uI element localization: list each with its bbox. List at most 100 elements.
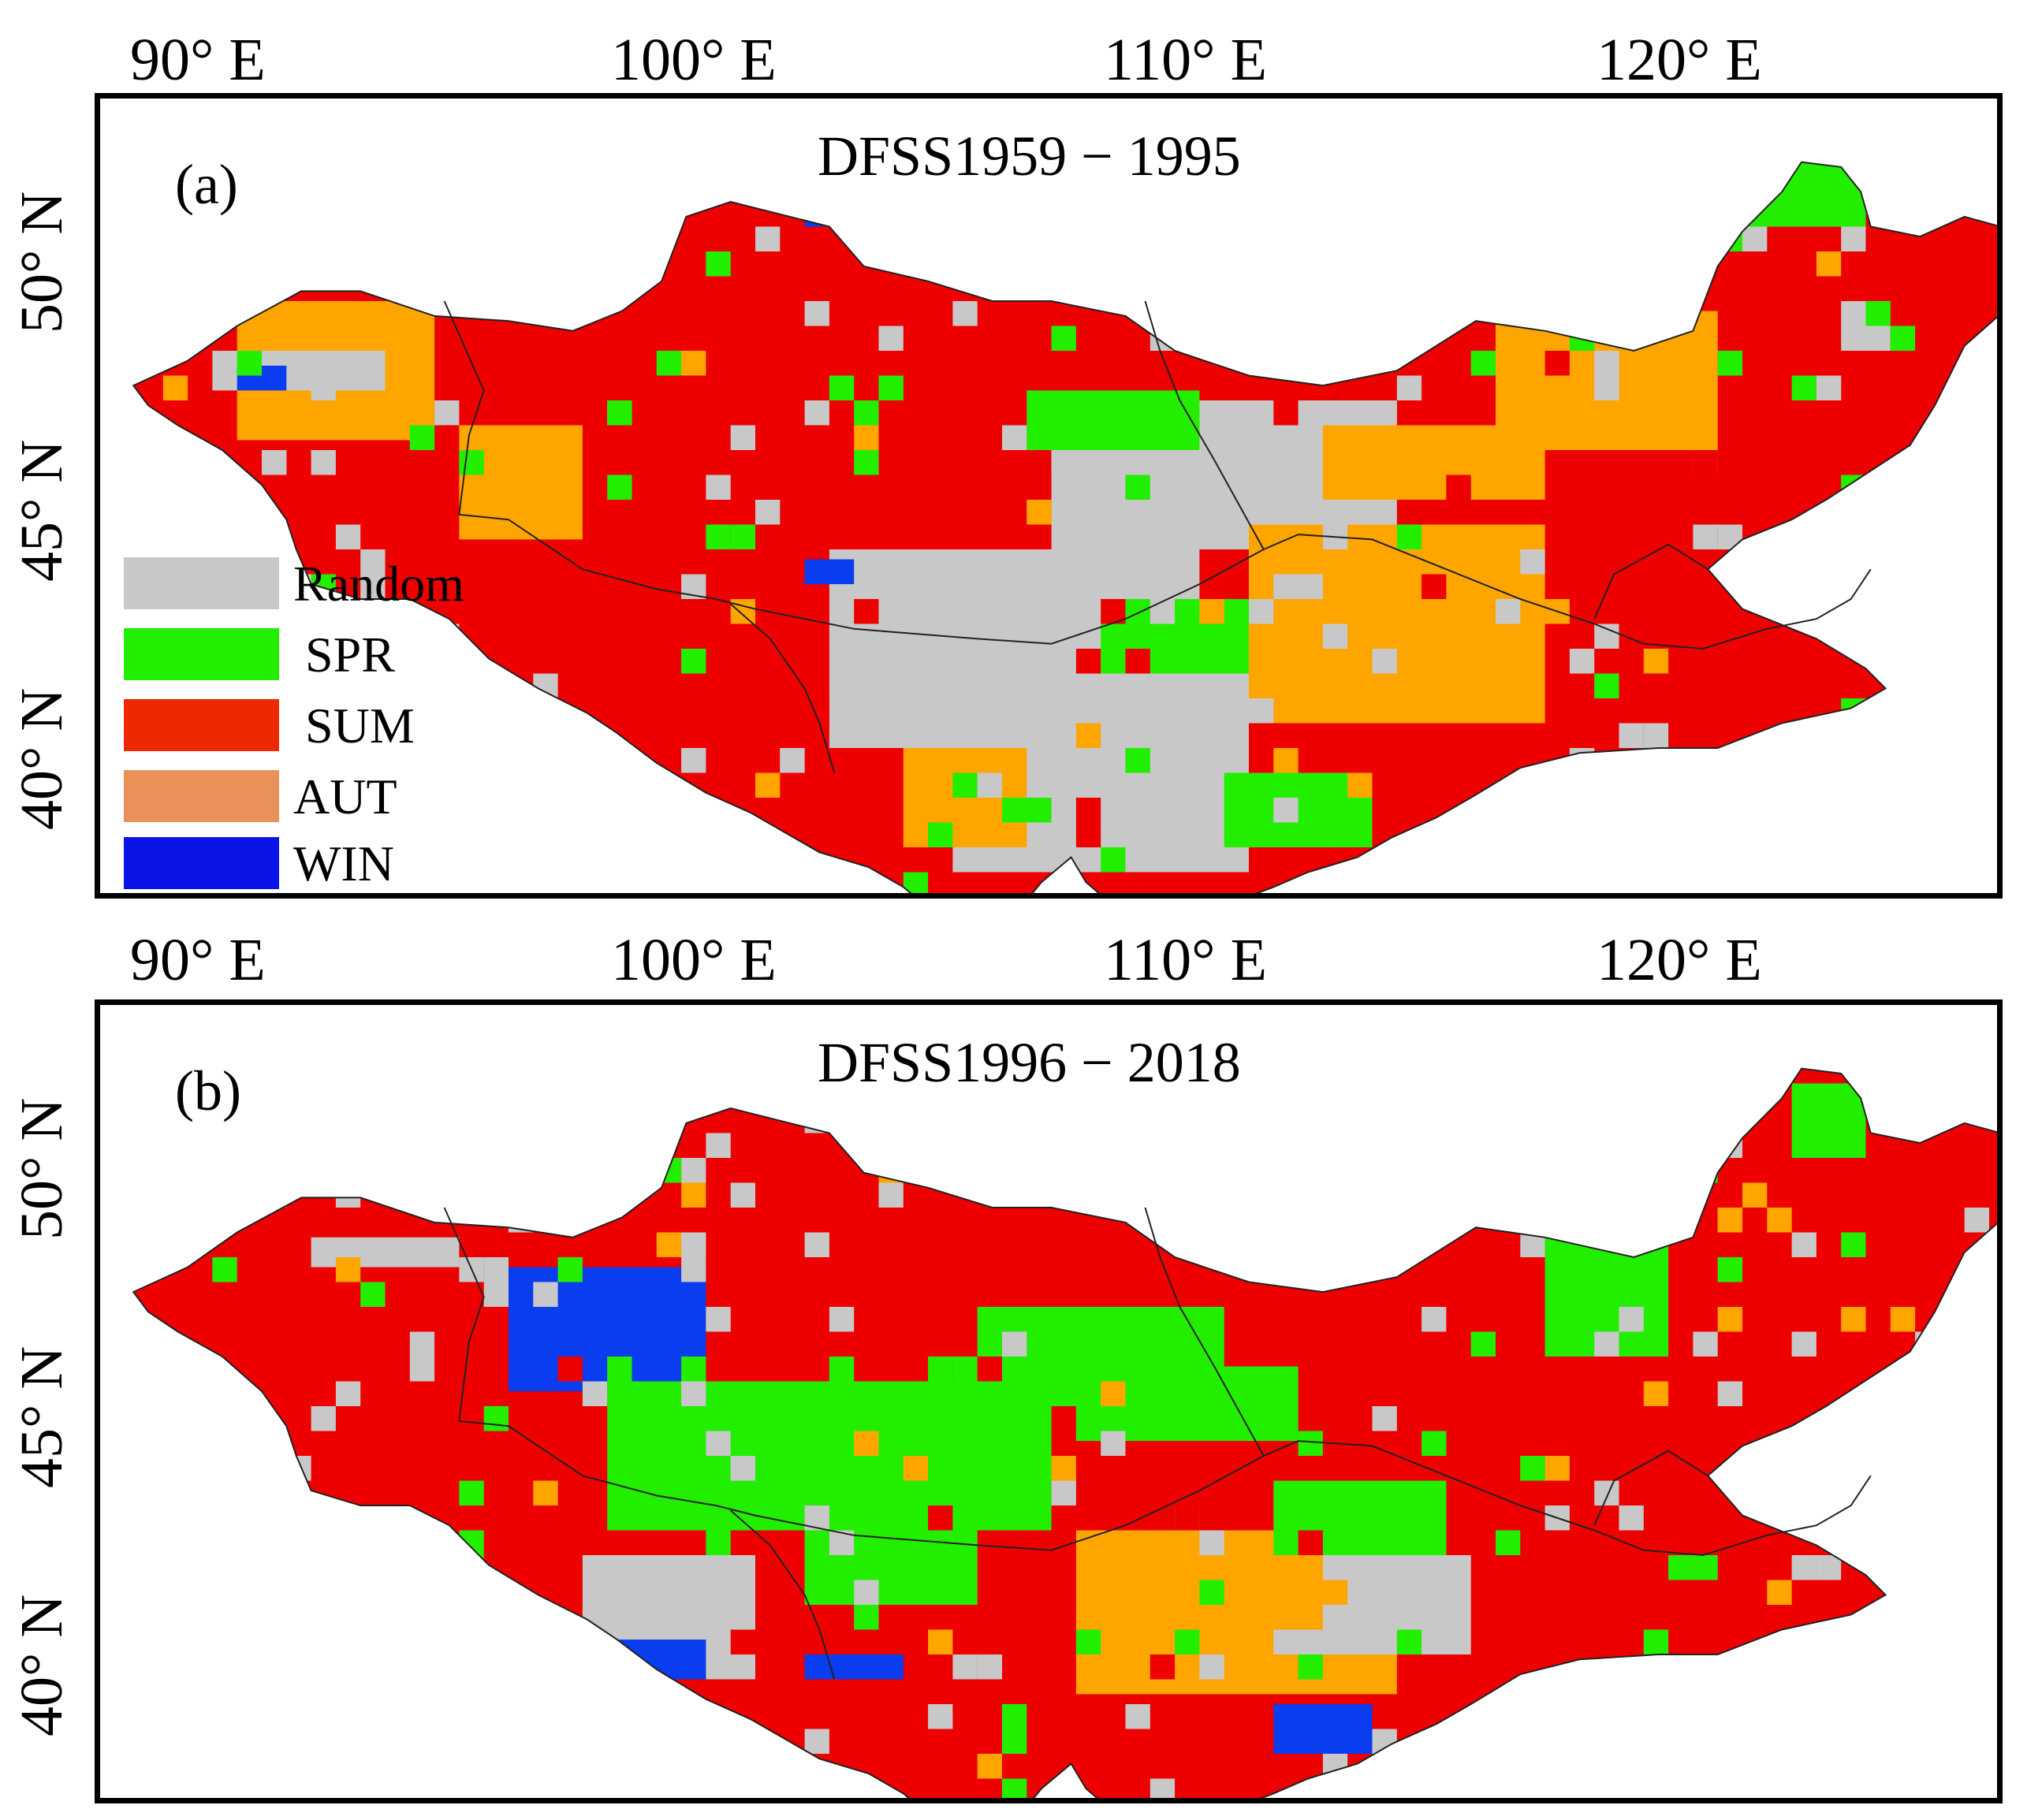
grid-cell-b xyxy=(1075,1406,1101,1431)
grid-cell-b xyxy=(162,1679,188,1704)
grid-cell-b xyxy=(409,1778,435,1798)
grid-cell-a xyxy=(1396,251,1422,277)
grid-cell-a xyxy=(1075,822,1101,847)
grid-cell-b xyxy=(1372,1108,1397,1133)
grid-cell-a xyxy=(706,326,731,351)
grid-cell-b xyxy=(1175,1629,1200,1654)
grid-cell-b xyxy=(1496,1530,1521,1555)
grid-cell-b xyxy=(459,1555,484,1580)
grid-cell-a xyxy=(632,202,657,227)
lon-label-100e-a: 100° E xyxy=(611,27,777,93)
legend-item-aut: AUT xyxy=(124,770,471,822)
grid-cell-b xyxy=(1322,1108,1348,1133)
grid-cell-a xyxy=(1273,574,1299,599)
grid-cell-a xyxy=(878,375,904,400)
grid-cell-b xyxy=(483,1282,509,1307)
grid-cell-b xyxy=(1372,1754,1397,1779)
grid-cell-a xyxy=(1125,649,1150,674)
lon-label-90e-a: 90° E xyxy=(130,27,266,93)
legend-item-spr: SPR xyxy=(124,628,471,680)
grid-cell-a xyxy=(854,599,879,624)
grid-cell-b xyxy=(1520,1133,1545,1158)
grid-cell-a xyxy=(706,475,731,500)
grid-cell-b xyxy=(928,1629,953,1654)
grid-cell-b xyxy=(557,1257,583,1282)
grid-cell-a xyxy=(1816,798,1842,823)
grid-cell-b xyxy=(829,1307,855,1332)
grid-cell-a xyxy=(1150,872,1176,893)
grid-cell-a xyxy=(459,748,484,773)
grid-cell-a xyxy=(878,673,904,698)
grid-cell-b xyxy=(1075,1331,1101,1357)
grid-cell-b xyxy=(483,1754,509,1779)
grid-cell-a xyxy=(1865,822,1891,847)
grid-cell-b xyxy=(1791,1555,1816,1580)
admin-border-b-2 xyxy=(730,1509,836,1680)
grid-cell-a xyxy=(1816,549,1842,575)
grid-cell-b xyxy=(854,1605,879,1630)
grid-cell-a xyxy=(1347,623,1373,649)
grid-cell-a xyxy=(829,375,855,400)
grid-cell-b xyxy=(780,1629,805,1654)
grid-cell-b xyxy=(903,1480,929,1506)
grid-cell-b xyxy=(1101,1282,1126,1307)
grid-cell-b xyxy=(1890,1108,1916,1133)
grid-cell-a xyxy=(483,723,509,748)
panel-title-b: DFSS1996 − 2018 xyxy=(818,1031,1241,1094)
grid-cell-a xyxy=(557,723,583,748)
grid-cell-a xyxy=(632,251,657,277)
grid-cell-b xyxy=(804,1208,829,1233)
grid-cell-b xyxy=(1396,1629,1422,1654)
grid-cell-b xyxy=(1717,1257,1742,1282)
grid-cell-b xyxy=(1322,1083,1348,1108)
grid-cell-a xyxy=(854,450,879,475)
grid-cell-a xyxy=(533,673,558,698)
grid-cell-b xyxy=(1742,1754,1768,1779)
grid-cell-a xyxy=(434,400,460,426)
grid-cell-b xyxy=(1199,1580,1224,1605)
grid-cell-a xyxy=(1816,375,1842,400)
grid-cell-a xyxy=(1643,649,1669,674)
grid-cell-b xyxy=(1619,1307,1644,1332)
admin-border-a-3 xyxy=(1593,543,1708,620)
grid-cell-b xyxy=(1964,1083,1989,1108)
grid-cell-b xyxy=(1372,1406,1397,1431)
grid-cell-b xyxy=(1742,1158,1768,1183)
legend-item-win: WIN xyxy=(124,837,471,889)
grid-cell-a xyxy=(829,798,855,823)
grid-cell-b xyxy=(1643,1629,1669,1654)
grid-cell-a xyxy=(1890,425,1916,450)
grid-cell-a xyxy=(1964,425,1989,450)
grid-cell-b xyxy=(1249,1232,1274,1257)
grid-cell-b xyxy=(1594,1480,1619,1506)
patch-spr-a-13 xyxy=(1717,162,1866,227)
grid-cell-b xyxy=(1742,1182,1768,1208)
grid-cell-a xyxy=(706,847,731,873)
grid-cell-b xyxy=(1619,1679,1644,1704)
legend-item-sum: SUM xyxy=(124,699,471,751)
grid-cell-a xyxy=(730,500,755,525)
grid-cell-b xyxy=(632,1108,657,1133)
grid-cell-a xyxy=(1051,326,1076,351)
grid-cell-a xyxy=(1249,698,1274,724)
grid-cell-b xyxy=(681,1158,706,1183)
grid-cell-a xyxy=(1594,673,1619,698)
grid-cell-b xyxy=(632,1605,657,1630)
grid-cell-b xyxy=(1939,1480,1965,1506)
grid-cell-b xyxy=(335,1182,361,1208)
grid-cell-a xyxy=(854,301,879,326)
grid-cell-b xyxy=(582,1381,608,1406)
grid-cell-b xyxy=(706,1431,731,1456)
grid-cell-b xyxy=(1150,1133,1176,1158)
grid-cell-b xyxy=(1422,1431,1447,1456)
legend-swatch-aut xyxy=(124,770,279,822)
grid-cell-b xyxy=(854,1282,879,1307)
grid-cell-a xyxy=(1446,475,1471,500)
grid-cell-a xyxy=(1890,202,1916,227)
legend-swatch-sum xyxy=(124,699,279,751)
grid-cell-a xyxy=(977,772,1002,798)
grid-cell-a xyxy=(681,351,706,376)
patch-win-b-10 xyxy=(607,1639,706,1680)
grid-cell-b xyxy=(928,1704,953,1729)
grid-cell-a xyxy=(409,425,435,450)
